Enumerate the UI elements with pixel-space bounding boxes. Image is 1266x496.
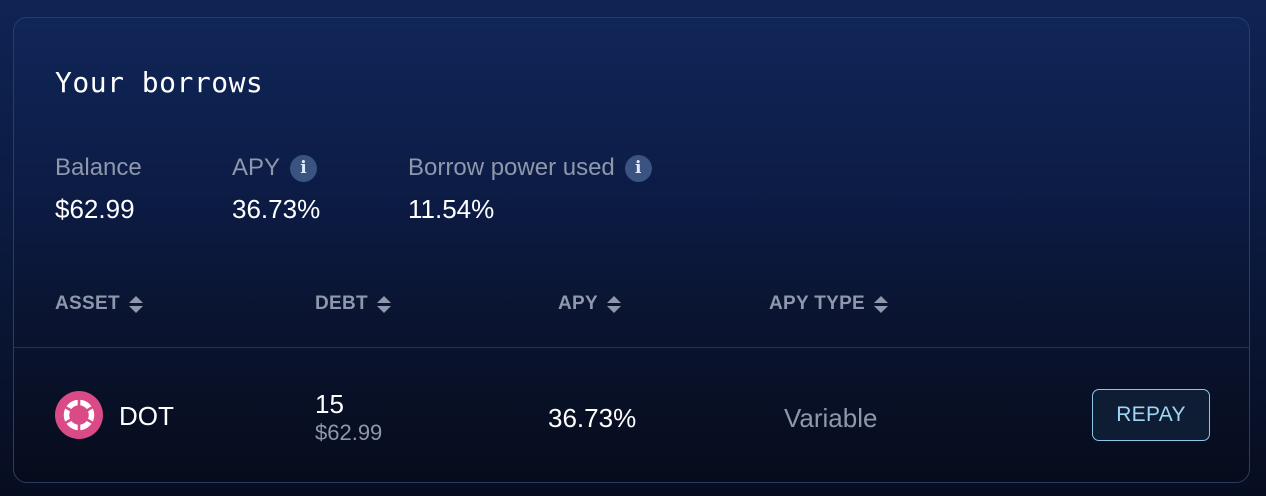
row-apy: 36.73% <box>548 403 637 433</box>
balance-label: Balance <box>55 154 142 181</box>
borrow-power-value: 11.54% <box>408 194 495 224</box>
row-apy-type: Variable <box>784 403 878 433</box>
column-header-label: DEBT <box>315 293 368 314</box>
column-header-asset[interactable]: ASSET <box>55 293 143 315</box>
apy-value: 36.73% <box>232 194 321 224</box>
borrow-power-stat: Borrow power used i 11.54% <box>408 154 652 225</box>
repay-button[interactable]: REPAY <box>1092 389 1210 441</box>
card-title: Your borrows <box>55 66 264 99</box>
info-icon[interactable]: i <box>624 154 652 182</box>
column-header-label: APY <box>558 293 598 314</box>
column-header-apy[interactable]: APY <box>558 293 621 315</box>
asset-name: DOT <box>119 401 174 431</box>
column-header-apy-type[interactable]: APY TYPE <box>769 293 889 315</box>
sort-icon <box>128 295 143 313</box>
table-divider <box>14 347 1249 348</box>
debt-amount: 15 <box>315 389 344 419</box>
info-icon[interactable]: i <box>290 154 318 182</box>
polkadot-icon <box>55 391 103 439</box>
borrow-power-label: Borrow power used <box>408 154 615 181</box>
apy-label: APY <box>232 154 281 181</box>
column-header-debt[interactable]: DEBT <box>315 293 391 315</box>
sort-icon <box>606 295 621 313</box>
balance-value: $62.99 <box>55 194 135 224</box>
debt-usd-value: $62.99 <box>315 420 383 445</box>
table-row: DOT 15 $62.99 36.73% Variable REPAY <box>14 348 1249 482</box>
column-header-label: ASSET <box>55 293 120 314</box>
column-header-label: APY TYPE <box>769 293 866 314</box>
borrows-card: Your borrows Balance $62.99 APY i 36.73%… <box>13 17 1250 483</box>
sort-icon <box>376 295 391 313</box>
sort-icon <box>874 295 889 313</box>
balance-stat: Balance $62.99 <box>55 154 142 225</box>
apy-stat: APY i 36.73% <box>232 154 320 225</box>
